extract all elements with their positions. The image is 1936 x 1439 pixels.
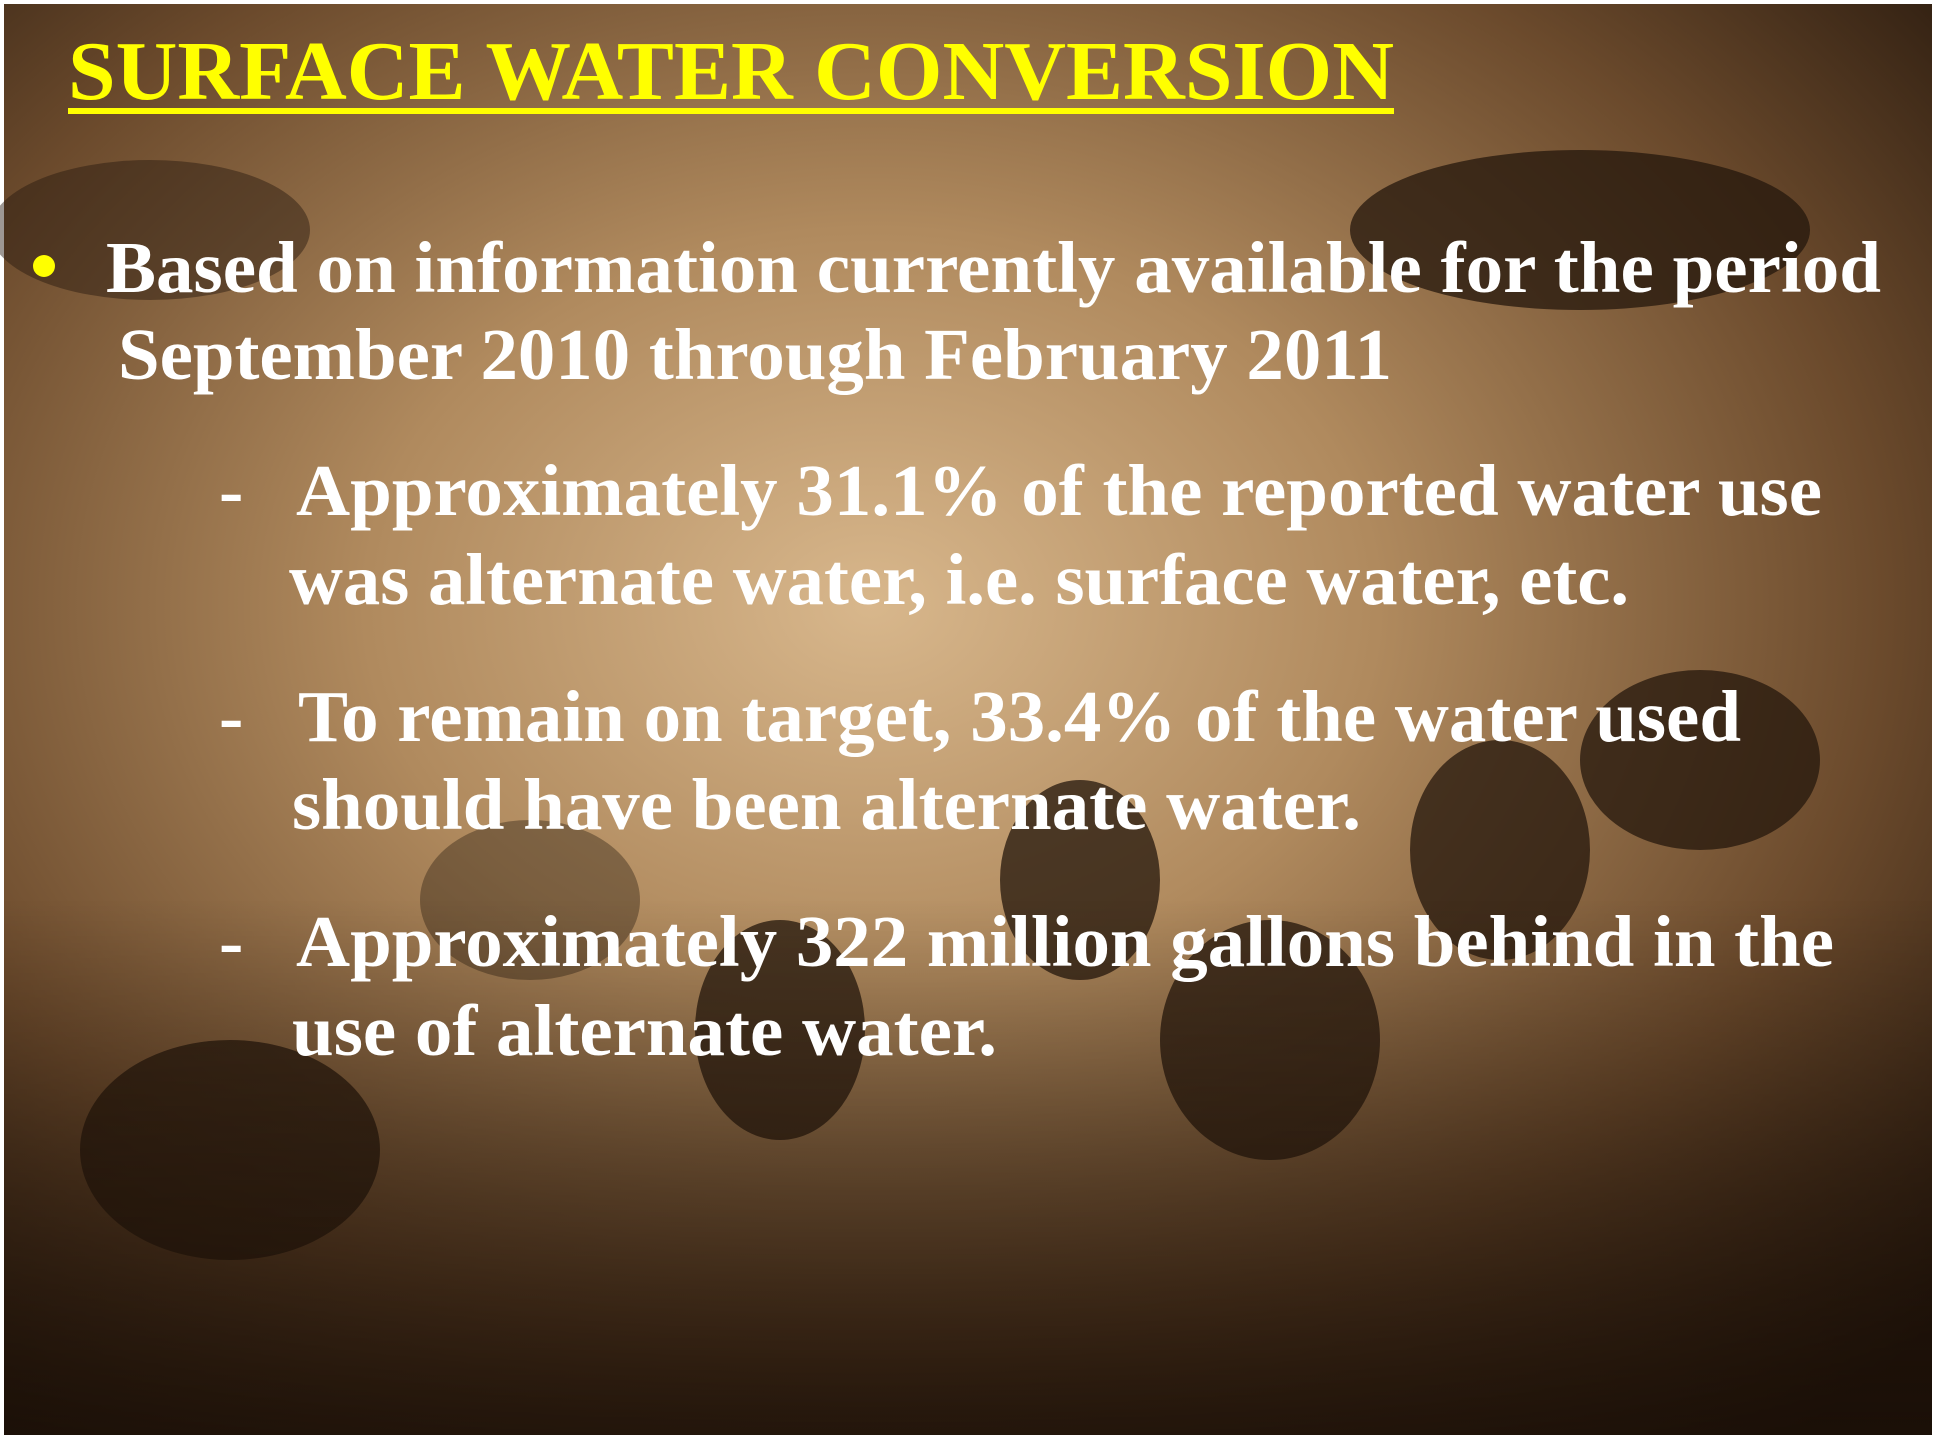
bullet-text: September 2010 through February 2011 bbox=[118, 314, 1392, 395]
slide-title: SURFACE WATER CONVERSION bbox=[68, 25, 1394, 118]
sub-item-marker: - bbox=[219, 450, 243, 531]
bullet-dot bbox=[33, 255, 55, 277]
sub-item-text: Approximately 322 million gallons behind… bbox=[296, 901, 1834, 982]
sub-item-text: use of alternate water. bbox=[292, 990, 997, 1071]
sub-item-marker: - bbox=[219, 676, 243, 757]
sub-item-text: To remain on target, 33.4% of the water … bbox=[298, 676, 1741, 757]
bullet-text: Based on information currently available… bbox=[106, 227, 1881, 308]
page: {"slide": { "title": "SURFACE WATER CONV… bbox=[0, 0, 1936, 1439]
slide: SURFACE WATER CONVERSION Based on informa… bbox=[0, 0, 1936, 1439]
sub-item-marker: - bbox=[219, 901, 243, 982]
title-underline bbox=[68, 108, 1394, 114]
sub-item-text: was alternate water, i.e. surface water,… bbox=[289, 539, 1629, 620]
sub-item-text: should have been alternate water. bbox=[292, 764, 1361, 845]
sub-item-text: Approximately 31.1% of the reported wate… bbox=[296, 450, 1822, 531]
